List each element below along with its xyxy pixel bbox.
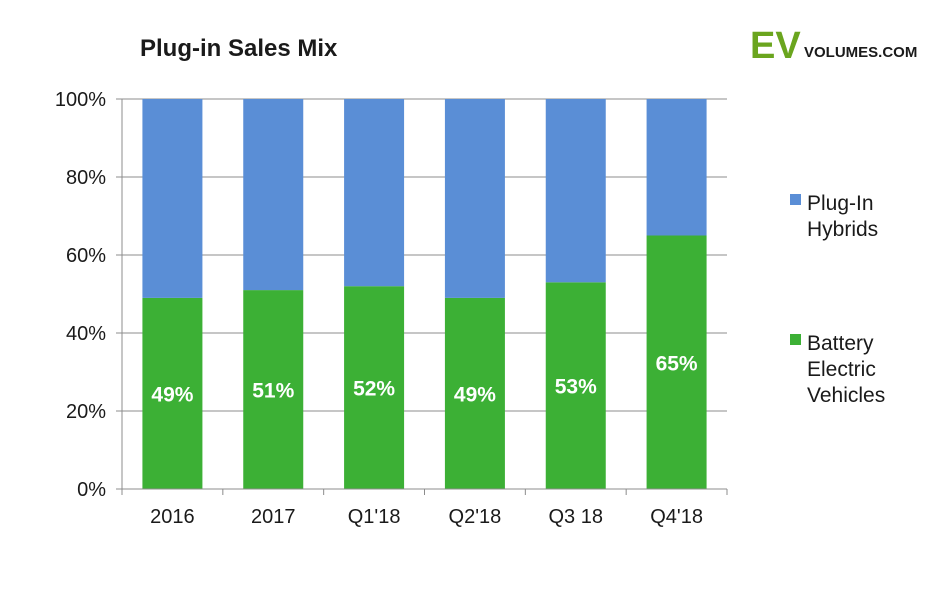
bar-bev-1 [243, 290, 304, 489]
legend-label-1: Vehicles [807, 384, 885, 407]
x-tick-label: Q3 18 [549, 506, 603, 528]
data-label-bev-1: 51% [252, 380, 294, 403]
bar-phev-3 [444, 99, 505, 298]
gridlines [122, 98, 727, 490]
data-labels: 49% 51% 52% 49% 53% 65% [151, 352, 698, 406]
y-tick-label: 20% [66, 401, 106, 423]
legend-label-0: Hybrids [807, 218, 878, 241]
legend-label-1: Electric [807, 358, 876, 381]
bar-phev-4 [545, 99, 606, 283]
y-tick-label: 60% [66, 245, 106, 267]
bar-phev-5 [646, 99, 707, 236]
legend: Plug-In Hybrids Battery Electric Vehicles [790, 192, 885, 407]
legend-label-0: Plug-In [807, 192, 874, 215]
legend-label-1: Battery [807, 332, 874, 355]
y-tick-label: 40% [66, 323, 106, 345]
data-label-bev-3: 49% [454, 383, 496, 406]
axes: 0% 20% 40% 60% 80% 100% 2016 2017 Q1'18 Q2'18 Q3 1… [55, 89, 728, 528]
data-label-bev-5: 65% [656, 352, 698, 375]
data-label-bev-4: 53% [555, 376, 597, 399]
y-tick-label: 100% [55, 89, 106, 111]
evvolumes-logo: EV VOLUMES.COM [750, 25, 917, 67]
data-label-bev-2: 52% [353, 378, 395, 401]
bar-bev-3 [444, 297, 505, 489]
bar-phev-2 [344, 99, 405, 287]
legend-swatch-1 [790, 334, 801, 345]
chart-title: Plug-in Sales Mix [140, 35, 338, 62]
x-tick-label: Q4'18 [650, 506, 703, 528]
y-tick-label: 80% [66, 167, 106, 189]
logo-volumes: VOLUMES.COM [804, 44, 917, 61]
x-tick-label: 2017 [251, 506, 296, 528]
bars [142, 99, 707, 489]
x-tick-label: 2016 [150, 506, 195, 528]
bar-bev-4 [545, 282, 606, 489]
y-tick-label: 0% [77, 479, 106, 501]
bar-phev-1 [243, 99, 304, 291]
bar-bev-5 [646, 235, 707, 489]
data-label-bev-0: 49% [151, 383, 193, 406]
bar-bev-2 [344, 286, 405, 489]
x-tick-label: Q1'18 [348, 506, 401, 528]
legend-swatch-0 [790, 194, 801, 205]
bar-bev-0 [142, 297, 203, 489]
x-tick-label: Q2'18 [449, 506, 502, 528]
logo-ev: EV [750, 25, 801, 67]
bar-phev-0 [142, 99, 203, 298]
